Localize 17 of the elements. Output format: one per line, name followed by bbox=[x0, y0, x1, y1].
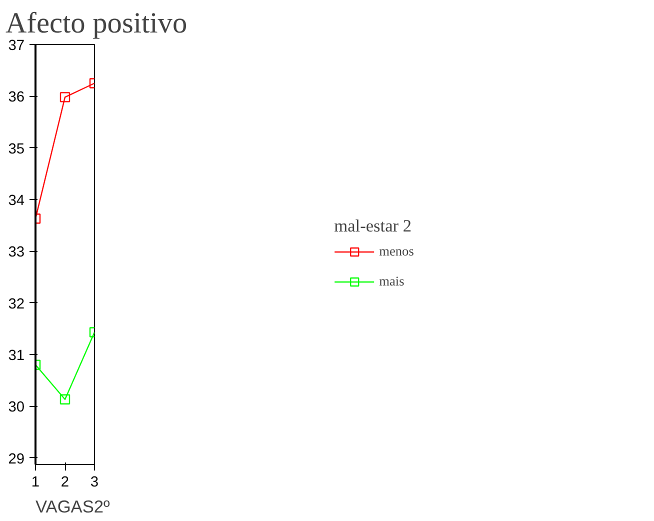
y-tick-label: 37 bbox=[8, 38, 25, 54]
x-tick-label: 2 bbox=[60, 474, 70, 490]
y-tick-label: 29 bbox=[8, 451, 25, 468]
x-tick-label: 3 bbox=[90, 474, 99, 490]
x-axis-title: VAGAS2º bbox=[36, 496, 111, 516]
legend-label: mais bbox=[379, 274, 404, 290]
legend-title: mal-estar 2 bbox=[334, 216, 413, 236]
chart-title: Afecto positivo bbox=[6, 8, 188, 40]
y-tick-label: 36 bbox=[8, 90, 25, 106]
y-tick-label: 35 bbox=[8, 141, 25, 158]
x-tick-label: 1 bbox=[31, 474, 40, 490]
legend-label: menos bbox=[379, 244, 414, 260]
y-tick-label: 31 bbox=[8, 348, 25, 364]
y-tick-label: 32 bbox=[8, 296, 25, 312]
y-tick-label: 30 bbox=[8, 400, 25, 416]
y-tick-label: 34 bbox=[8, 192, 25, 209]
y-tick-label: 33 bbox=[8, 244, 25, 261]
